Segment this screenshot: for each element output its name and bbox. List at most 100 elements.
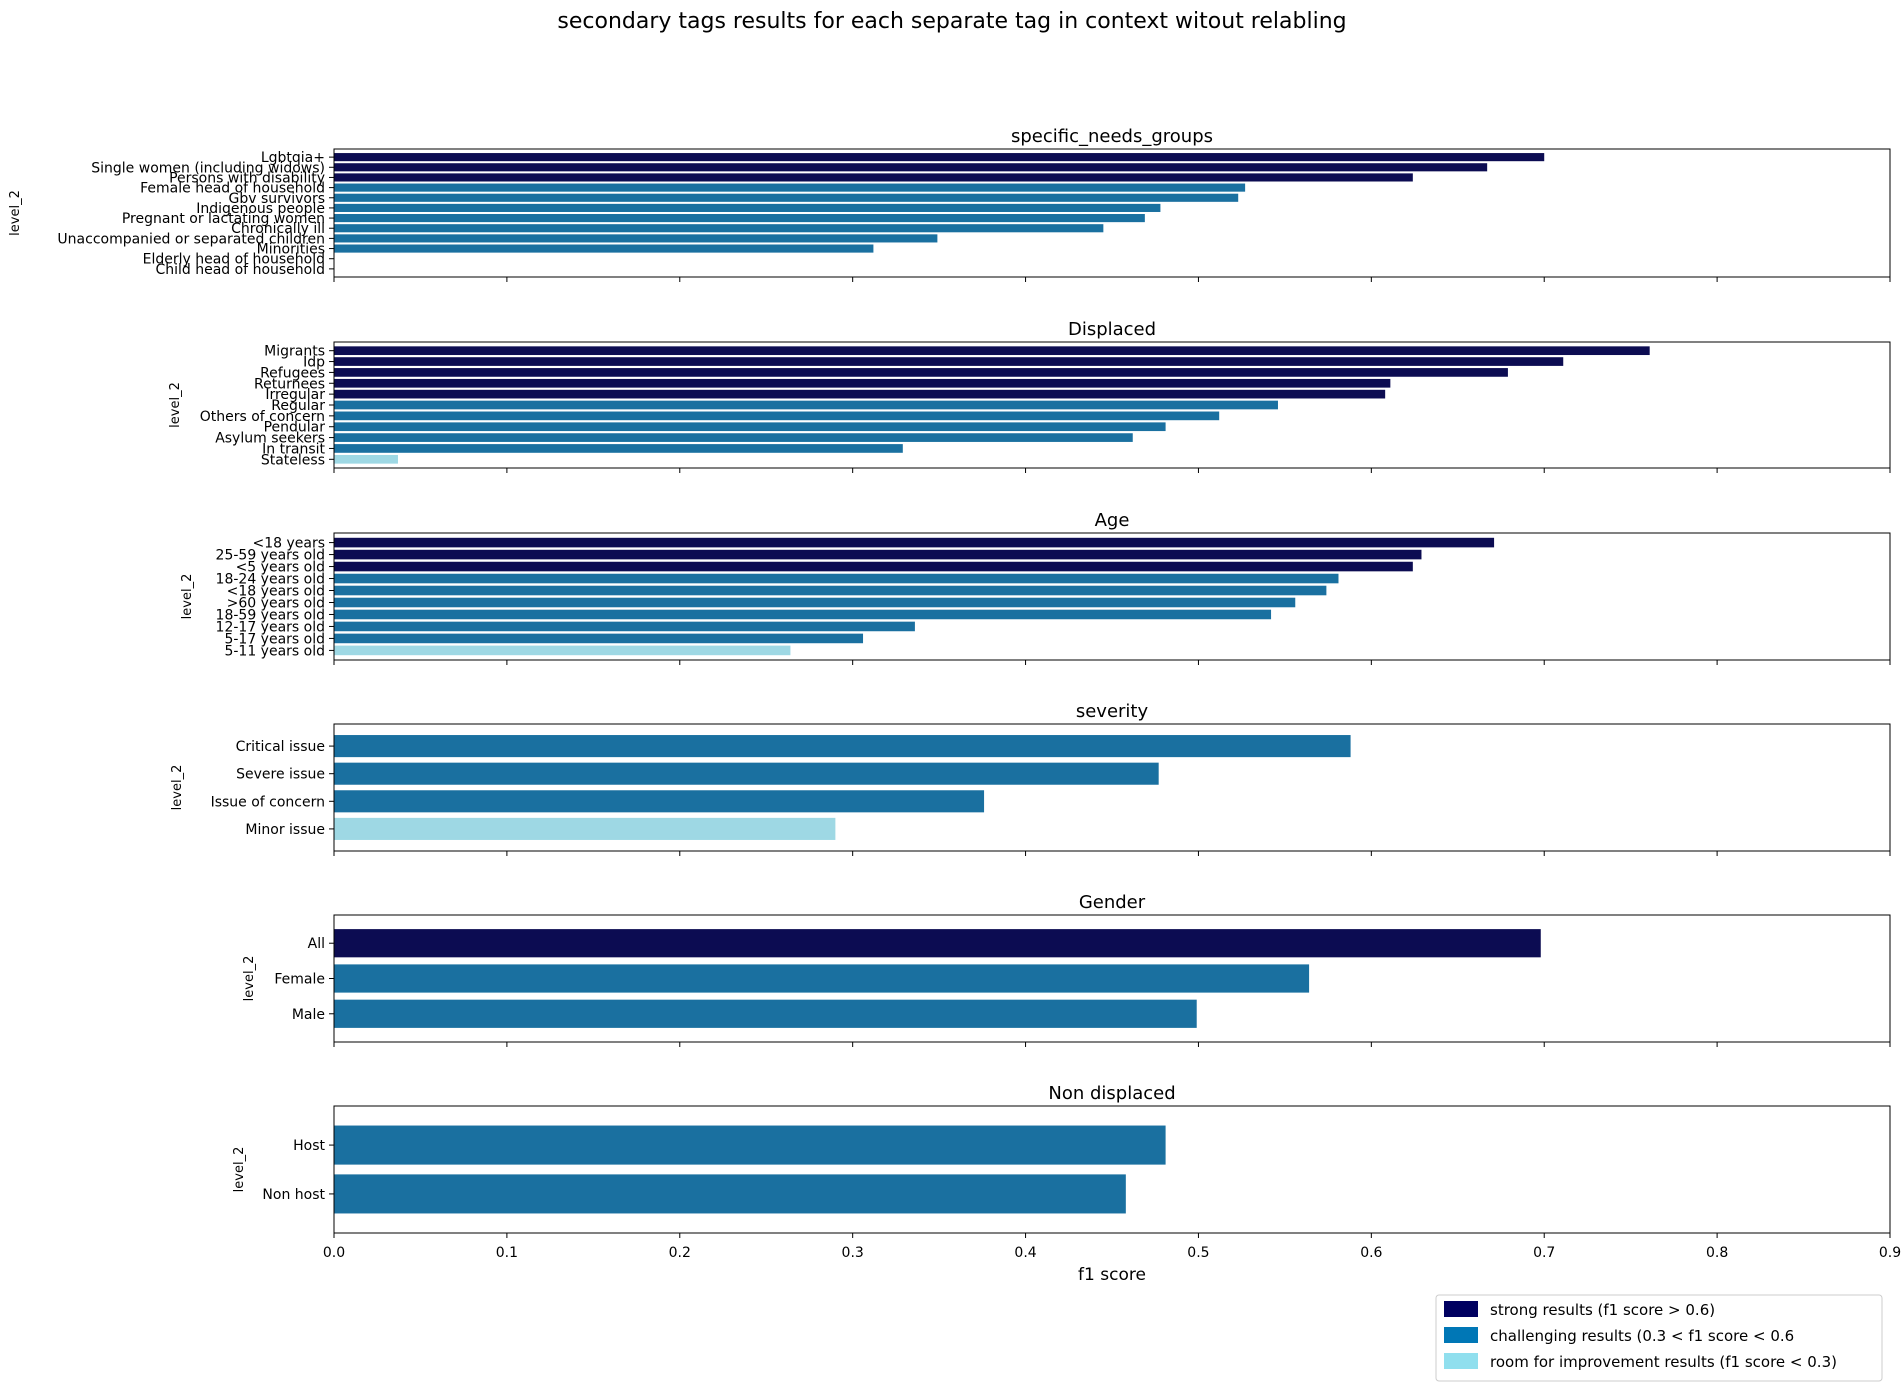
- category-label: 25-59 years old: [216, 548, 325, 564]
- y-axis-label: level_2: [168, 382, 183, 428]
- legend-frame: [1435, 1294, 1883, 1382]
- bar: [334, 183, 1246, 192]
- y-axis-label: level_2: [170, 765, 185, 811]
- chart-title: secondary tags results for each separate…: [557, 9, 1346, 34]
- bar: [334, 609, 1272, 620]
- bar: [334, 1125, 1166, 1165]
- category-label: Idp: [303, 355, 325, 371]
- legend-entry: strong results (f1 score > 0.6): [1490, 1301, 1715, 1319]
- bar: [334, 762, 1159, 785]
- category-label: 5-17 years old: [224, 631, 325, 647]
- bar: [334, 999, 1197, 1028]
- category-label: Minorities: [257, 242, 325, 258]
- category-label: >60 years old: [227, 595, 325, 611]
- bar: [334, 422, 1166, 432]
- x-tick-label: 0.1: [496, 1245, 518, 1261]
- panel-frame: [333, 914, 1891, 1043]
- bar: [334, 645, 791, 656]
- category-label: <18 years old: [227, 584, 325, 600]
- x-axis: 0.0 0.1 0.2 0.3 0.4 0.5 0.6 0.7 0.8 0.9: [323, 1245, 1901, 1261]
- bar: [334, 537, 1495, 548]
- panel-title: Displaced: [1068, 319, 1156, 340]
- category-label: Female: [274, 972, 325, 988]
- bar: [334, 1174, 1126, 1214]
- bar: [334, 573, 1339, 584]
- category-label: In transit: [262, 441, 325, 457]
- bar: [334, 163, 1488, 172]
- category-label: Refugees: [260, 365, 325, 381]
- category-label: Single women (including widows): [91, 160, 325, 176]
- bar: [334, 193, 1239, 202]
- legend-swatch: [1444, 1301, 1478, 1317]
- legend-swatch: [1444, 1327, 1478, 1343]
- bar: [334, 357, 1564, 366]
- category-label: Persons with disability: [169, 170, 325, 186]
- category-label: Chronically ill: [231, 221, 325, 237]
- bar: [334, 234, 938, 243]
- panel-title: Age: [1095, 510, 1130, 531]
- category-label: Child head of household: [155, 262, 325, 278]
- panel-title: Non displaced: [1048, 1083, 1175, 1104]
- panel-title: specific_needs_groups: [1011, 126, 1213, 147]
- legend-swatch: [1444, 1353, 1478, 1369]
- legend: strong results (f1 score > 0.6) challengi…: [1435, 1294, 1883, 1382]
- x-axis-label: f1 score: [1078, 1265, 1146, 1285]
- bar: [334, 621, 915, 632]
- category-label: 18-24 years old: [216, 572, 325, 588]
- category-label: Non host: [262, 1187, 325, 1203]
- bar: [334, 214, 1145, 223]
- category-label: Returnees: [254, 376, 325, 392]
- x-tick-label: 0.7: [1533, 1245, 1555, 1261]
- bar: [334, 549, 1422, 560]
- category-label: Migrants: [264, 344, 325, 360]
- y-axis-label: level_2: [242, 956, 257, 1002]
- bar: [334, 817, 836, 840]
- category-label: Gbv survivors: [229, 191, 325, 207]
- category-label: 18-59 years old: [216, 607, 325, 623]
- panel-frame: [333, 341, 1891, 469]
- panels: specific_needs_groups level_2 Lgbtqia+Sing…: [8, 126, 1891, 1238]
- bar: [334, 735, 1351, 758]
- bar: [334, 368, 1508, 377]
- category-label: <5 years old: [236, 560, 325, 576]
- legend-entry: room for improvement results (f1 score <…: [1490, 1353, 1837, 1371]
- panel-frame: [333, 723, 1891, 852]
- category-label: <18 years: [252, 536, 325, 552]
- category-label: 12-17 years old: [216, 619, 325, 635]
- panel-frame: [333, 1105, 1891, 1234]
- x-tick-label: 0.0: [323, 1245, 345, 1261]
- category-label: Minor issue: [245, 822, 325, 838]
- bar: [334, 153, 1545, 162]
- category-label: All: [308, 936, 325, 952]
- bar: [334, 433, 1133, 442]
- panel-0: specific_needs_groups level_2 Lgbtqia+Sing…: [8, 126, 1891, 282]
- category-label: Issue of concern: [211, 794, 325, 810]
- bar: [334, 378, 1391, 388]
- y-axis-label: level_2: [8, 190, 23, 236]
- panel-3: severity level_2 Critical issue Severe issu…: [170, 701, 1891, 856]
- category-label: Female head of household: [140, 181, 325, 197]
- panel-4: Gender level_2 All Female Male: [242, 892, 1891, 1047]
- x-tick-label: 0.3: [842, 1245, 864, 1261]
- bar: [334, 411, 1220, 421]
- category-label: Stateless: [261, 452, 325, 468]
- bar: [334, 585, 1327, 596]
- panel-title: Gender: [1079, 892, 1146, 913]
- bar: [334, 203, 1161, 212]
- legend-entry: challenging results (0.3 < f1 score < 0.…: [1490, 1327, 1794, 1345]
- bar: [334, 444, 903, 453]
- x-tick-label: 0.9: [1879, 1245, 1901, 1261]
- category-label: 5-11 years old: [224, 643, 325, 659]
- bar: [334, 173, 1413, 182]
- category-label: Male: [292, 1007, 325, 1023]
- bar: [334, 389, 1386, 399]
- category-label: Elderly head of household: [143, 252, 325, 268]
- bar: [334, 244, 874, 253]
- bar: [334, 454, 398, 464]
- bar: [334, 633, 864, 644]
- bar: [334, 790, 985, 813]
- category-label: Unaccompanied or separated children: [57, 231, 325, 247]
- y-axis-label: level_2: [180, 574, 195, 620]
- category-label: Pregnant or lactating women: [122, 211, 325, 227]
